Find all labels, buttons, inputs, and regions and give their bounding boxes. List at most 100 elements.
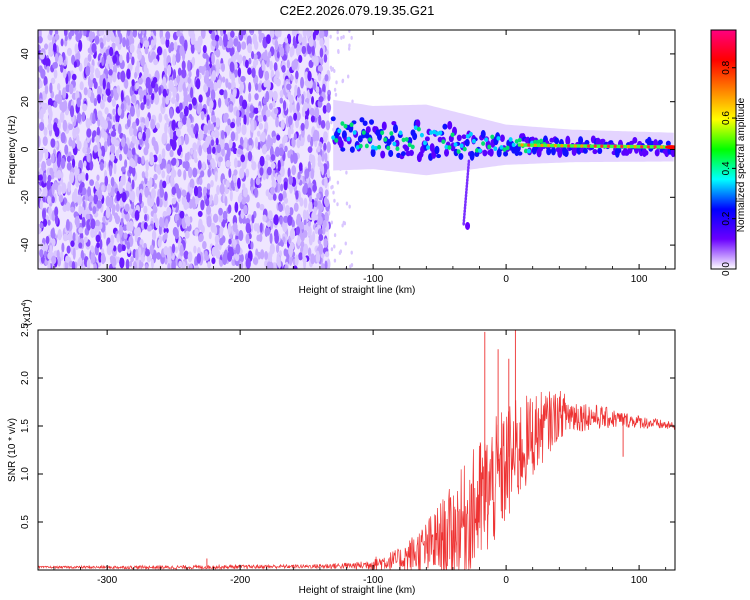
noise-speckle xyxy=(119,54,123,64)
noise-speckle xyxy=(221,146,225,157)
noise-speckle xyxy=(191,56,196,67)
noise-speckle xyxy=(242,55,247,63)
noise-speckle xyxy=(273,214,279,226)
noise-speckle xyxy=(336,180,340,185)
noise-speckle xyxy=(144,170,149,179)
noise-speckle xyxy=(129,105,135,117)
noise-speckle xyxy=(136,60,141,69)
noise-speckle xyxy=(113,92,119,101)
noise-speckle xyxy=(282,236,286,243)
noise-speckle xyxy=(145,128,151,139)
noise-speckle xyxy=(158,153,163,165)
noise-speckle xyxy=(41,160,47,172)
noise-speckle xyxy=(68,83,74,95)
noise-speckle xyxy=(317,154,322,164)
noise-speckle xyxy=(267,193,274,201)
noise-speckle xyxy=(187,251,193,263)
noise-speckle xyxy=(143,70,149,78)
noise-speckle xyxy=(348,204,351,209)
noise-speckle xyxy=(211,70,217,81)
noise-speckle xyxy=(295,111,301,121)
snr-series-line xyxy=(38,391,675,570)
noise-speckle xyxy=(245,59,249,69)
signal-max xyxy=(586,144,591,148)
signal-core xyxy=(643,150,649,156)
noise-speckle xyxy=(300,240,305,248)
noise-speckle xyxy=(85,65,91,77)
noise-speckle xyxy=(39,80,43,88)
signal-peak xyxy=(401,137,406,143)
noise-speckle xyxy=(275,78,281,87)
noise-speckle xyxy=(131,166,136,177)
noise-speckle xyxy=(216,143,222,154)
noise-speckle xyxy=(265,154,271,161)
signal-core xyxy=(340,147,346,152)
noise-speckle xyxy=(307,161,311,170)
noise-speckle xyxy=(325,120,331,131)
noise-speckle xyxy=(98,191,103,201)
noise-speckle xyxy=(99,47,105,54)
noise-speckle xyxy=(202,240,207,250)
noise-speckle xyxy=(228,139,233,149)
noise-speckle xyxy=(182,81,186,92)
noise-speckle xyxy=(340,35,343,40)
noise-speckle xyxy=(289,228,296,240)
noise-speckle xyxy=(110,134,117,146)
noise-speckle xyxy=(269,60,273,71)
noise-speckle xyxy=(110,186,115,198)
noise-speckle xyxy=(246,105,251,113)
noise-speckle xyxy=(326,168,330,179)
noise-speckle xyxy=(74,43,79,54)
signal-max xyxy=(633,145,637,149)
noise-speckle xyxy=(288,246,293,258)
noise-speckle xyxy=(47,123,53,131)
noise-speckle xyxy=(276,174,282,184)
noise-speckle xyxy=(205,136,210,148)
noise-speckle xyxy=(183,105,189,117)
noise-speckle xyxy=(179,210,185,219)
noise-speckle xyxy=(66,155,72,163)
noise-speckle xyxy=(192,142,198,151)
noise-speckle xyxy=(87,90,91,98)
noise-speckle xyxy=(96,174,100,181)
noise-speckle xyxy=(95,69,101,79)
noise-speckle xyxy=(324,251,330,258)
noise-speckle xyxy=(256,201,260,209)
noise-speckle xyxy=(333,69,336,74)
signal-core xyxy=(616,147,622,154)
noise-speckle xyxy=(56,83,61,91)
noise-speckle xyxy=(323,238,328,248)
noise-speckle xyxy=(52,42,57,53)
signal-core xyxy=(436,153,442,159)
noise-speckle xyxy=(333,233,337,238)
noise-speckle xyxy=(175,128,181,138)
noise-speckle xyxy=(124,78,129,89)
noise-speckle xyxy=(165,30,171,41)
noise-speckle xyxy=(214,225,218,236)
noise-speckle xyxy=(197,35,203,47)
noise-speckle xyxy=(241,99,248,110)
noise-speckle xyxy=(325,102,332,113)
signal-peak xyxy=(355,145,360,150)
noise-speckle xyxy=(150,80,156,89)
noise-speckle xyxy=(181,68,187,79)
noise-speckle xyxy=(250,177,254,188)
noise-speckle xyxy=(228,238,232,245)
signal-peak xyxy=(487,144,492,150)
noise-speckle xyxy=(194,228,199,237)
noise-speckle xyxy=(311,45,315,56)
noise-speckle xyxy=(307,220,311,227)
noise-speckle xyxy=(138,261,144,268)
signal-spur xyxy=(467,162,470,167)
noise-speckle xyxy=(38,65,43,73)
noise-speckle xyxy=(176,188,182,199)
noise-speckle xyxy=(95,134,100,144)
noise-speckle xyxy=(117,106,122,116)
noise-speckle xyxy=(87,53,92,62)
noise-speckle xyxy=(249,30,254,34)
x-tick-label: 100 xyxy=(631,274,648,285)
noise-speckle xyxy=(264,227,269,238)
signal-spur xyxy=(463,202,467,207)
noise-speckle xyxy=(189,31,196,41)
noise-speckle xyxy=(182,161,187,169)
